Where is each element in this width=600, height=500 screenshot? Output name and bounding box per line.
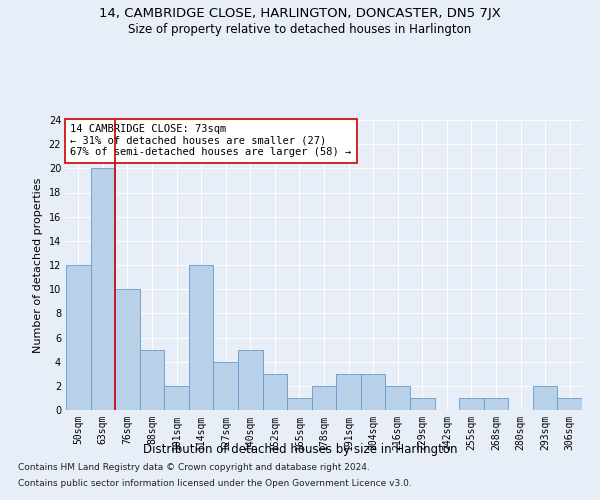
Bar <box>189 265 214 410</box>
Text: Contains HM Land Registry data © Crown copyright and database right 2024.: Contains HM Land Registry data © Crown c… <box>18 464 370 472</box>
Bar <box>410 398 434 410</box>
Bar <box>312 386 336 410</box>
Bar <box>557 398 582 410</box>
Bar <box>263 374 287 410</box>
Text: 14 CAMBRIDGE CLOSE: 73sqm
← 31% of detached houses are smaller (27)
67% of semi-: 14 CAMBRIDGE CLOSE: 73sqm ← 31% of detac… <box>70 124 352 158</box>
Text: Distribution of detached houses by size in Harlington: Distribution of detached houses by size … <box>143 442 457 456</box>
Text: 14, CAMBRIDGE CLOSE, HARLINGTON, DONCASTER, DN5 7JX: 14, CAMBRIDGE CLOSE, HARLINGTON, DONCAST… <box>99 8 501 20</box>
Bar <box>484 398 508 410</box>
Text: Contains public sector information licensed under the Open Government Licence v3: Contains public sector information licen… <box>18 478 412 488</box>
Bar <box>164 386 189 410</box>
Bar <box>140 350 164 410</box>
Y-axis label: Number of detached properties: Number of detached properties <box>33 178 43 352</box>
Bar <box>459 398 484 410</box>
Text: Size of property relative to detached houses in Harlington: Size of property relative to detached ho… <box>128 22 472 36</box>
Bar <box>385 386 410 410</box>
Bar <box>214 362 238 410</box>
Bar <box>115 289 140 410</box>
Bar <box>336 374 361 410</box>
Bar <box>533 386 557 410</box>
Bar <box>66 265 91 410</box>
Bar <box>238 350 263 410</box>
Bar <box>91 168 115 410</box>
Bar <box>287 398 312 410</box>
Bar <box>361 374 385 410</box>
